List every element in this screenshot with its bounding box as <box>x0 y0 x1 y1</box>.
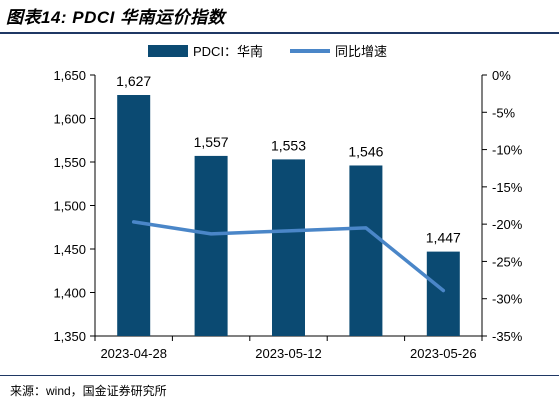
bar <box>426 251 460 336</box>
source-divider <box>0 375 559 376</box>
y-right-tick-label: 0% <box>492 68 511 83</box>
x-tick-label: 2023-05-26 <box>410 346 477 361</box>
y-left-tick-label: 1,650 <box>53 68 86 83</box>
y-right-tick-label: -10% <box>492 143 523 158</box>
line-point <box>287 229 290 233</box>
bar-data-label: 1,546 <box>348 143 383 159</box>
bar <box>272 159 305 336</box>
line-point <box>441 289 445 293</box>
bar-data-label: 1,553 <box>271 137 306 153</box>
legend-swatch-bar <box>148 45 188 57</box>
bar <box>194 155 228 336</box>
y-right-tick-label: -35% <box>492 329 523 344</box>
x-tick-label: 2023-04-28 <box>100 346 167 361</box>
bar-data-label: 1,627 <box>116 73 151 89</box>
y-left-tick-label: 1,350 <box>53 329 86 344</box>
line-point <box>364 226 368 230</box>
legend: PDCI：华南 同比增速 <box>148 44 387 59</box>
source-note: 来源：wind，国金证券研究所 <box>10 384 167 398</box>
bar-data-label: 1,557 <box>194 134 229 150</box>
plot-area: 1,650 1,600 1,550 1,500 1,450 1,400 1,350 0% -5%… <box>53 68 522 361</box>
y-right-tick-label: -15% <box>492 180 523 195</box>
y-left-tick-label: 1,600 <box>53 112 86 127</box>
y-right-tick-label: -20% <box>492 217 523 232</box>
y-left-tick-label: 1,400 <box>53 286 86 301</box>
y-left-tick-label: 1,550 <box>53 155 86 170</box>
bar <box>349 165 383 336</box>
y-right-tick-label: -30% <box>492 292 523 307</box>
bar <box>117 95 151 336</box>
chart-title: 图表14: PDCI 华南运价指数 <box>6 8 226 27</box>
legend-label-line: 同比增速 <box>335 44 387 59</box>
bar-data-label: 1,447 <box>426 230 461 246</box>
line-point <box>209 232 213 236</box>
y-right-tick-label: -25% <box>492 254 523 269</box>
line-point <box>132 220 136 224</box>
legend-label-bar: PDCI：华南 <box>193 44 263 59</box>
title-divider <box>0 32 559 34</box>
x-tick-label: 2023-05-12 <box>255 346 322 361</box>
y-left-tick-label: 1,450 <box>53 242 86 257</box>
y-right-tick-label: -5% <box>492 105 516 120</box>
y-left-tick-label: 1,500 <box>53 199 86 214</box>
